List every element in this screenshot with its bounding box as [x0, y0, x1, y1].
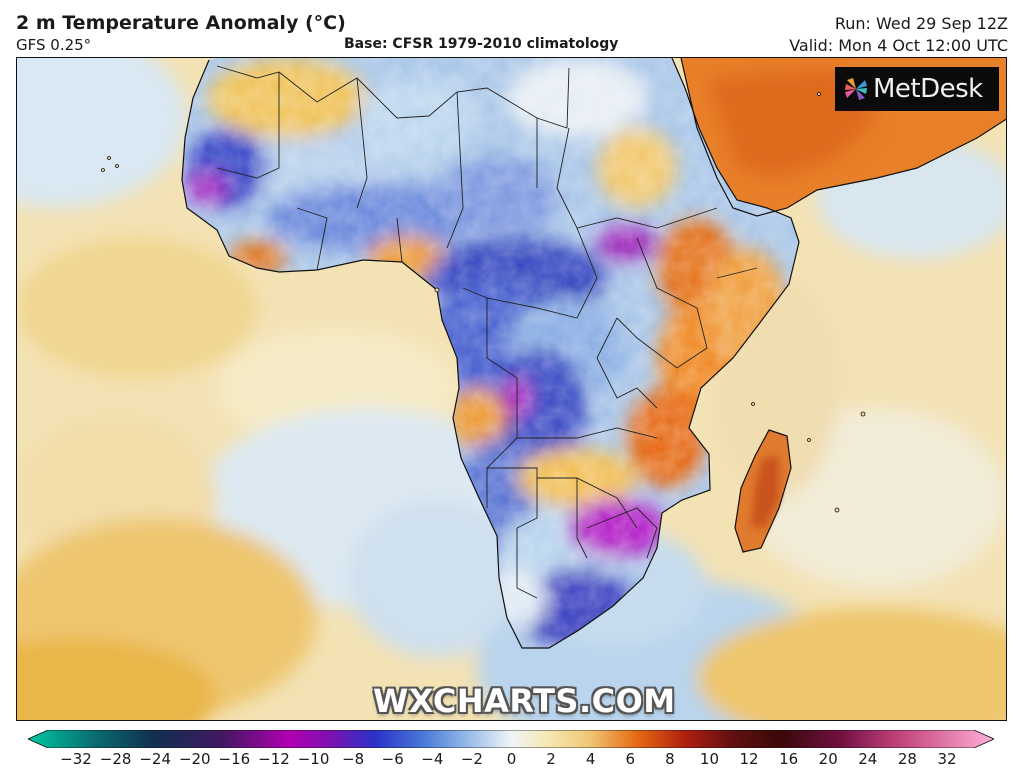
colorbar-tick: 10: [699, 750, 719, 768]
colorbar-tick: 6: [625, 750, 636, 768]
colorbar-tick-labels: −32 −28 −24 −20 −16 −12 −10 −8 −6 −4 −2 0 2 4 6 8 10 12 16…: [0, 750, 1024, 774]
anomaly-map: MetDesk WXCHARTS.COM: [16, 57, 1007, 721]
colorbar-tick: −24: [139, 750, 171, 768]
colorbar-tick: 16: [779, 750, 799, 768]
map-canvas: [17, 58, 1006, 720]
colorbar-tick: 28: [897, 750, 917, 768]
pinwheel-logo-icon: [845, 78, 867, 100]
base-climatology-label: Base: CFSR 1979-2010 climatology: [344, 36, 619, 52]
valid-time-label: Valid: Mon 4 Oct 12:00 UTC: [789, 36, 1008, 55]
colorbar-tick: −4: [421, 750, 444, 768]
colorbar-tick: −2: [460, 750, 483, 768]
colorbar-tick: 20: [818, 750, 838, 768]
colorbar-tick: −16: [218, 750, 251, 768]
colorbar-tick: 32: [937, 750, 957, 768]
colorbar-tick: 4: [585, 750, 596, 768]
colorbar-tick: −6: [381, 750, 404, 768]
wxcharts-watermark: WXCHARTS.COM: [373, 682, 676, 720]
metdesk-brand-name: MetDesk: [873, 74, 983, 104]
colorbar-tick: 24: [858, 750, 878, 768]
colorbar-tick: 12: [739, 750, 759, 768]
colorbar-tick: −32: [60, 750, 92, 768]
colorbar-tick: −20: [178, 750, 211, 768]
colorbar-tick: −8: [342, 750, 365, 768]
colorbar-tick: −10: [297, 750, 330, 768]
colorbar-tick: −12: [258, 750, 290, 768]
colorbar-tick: −28: [99, 750, 132, 768]
run-time-label: Run: Wed 29 Sep 12Z: [834, 14, 1008, 33]
colorbar-tick: 2: [546, 750, 556, 768]
chart-title: 2 m Temperature Anomaly (°C): [16, 12, 346, 34]
model-label: GFS 0.25°: [16, 36, 92, 54]
colorbar: [28, 730, 994, 748]
colorbar-tick: 8: [665, 750, 675, 768]
metdesk-logo: MetDesk: [835, 67, 999, 111]
colorbar-tick: 0: [506, 750, 517, 768]
